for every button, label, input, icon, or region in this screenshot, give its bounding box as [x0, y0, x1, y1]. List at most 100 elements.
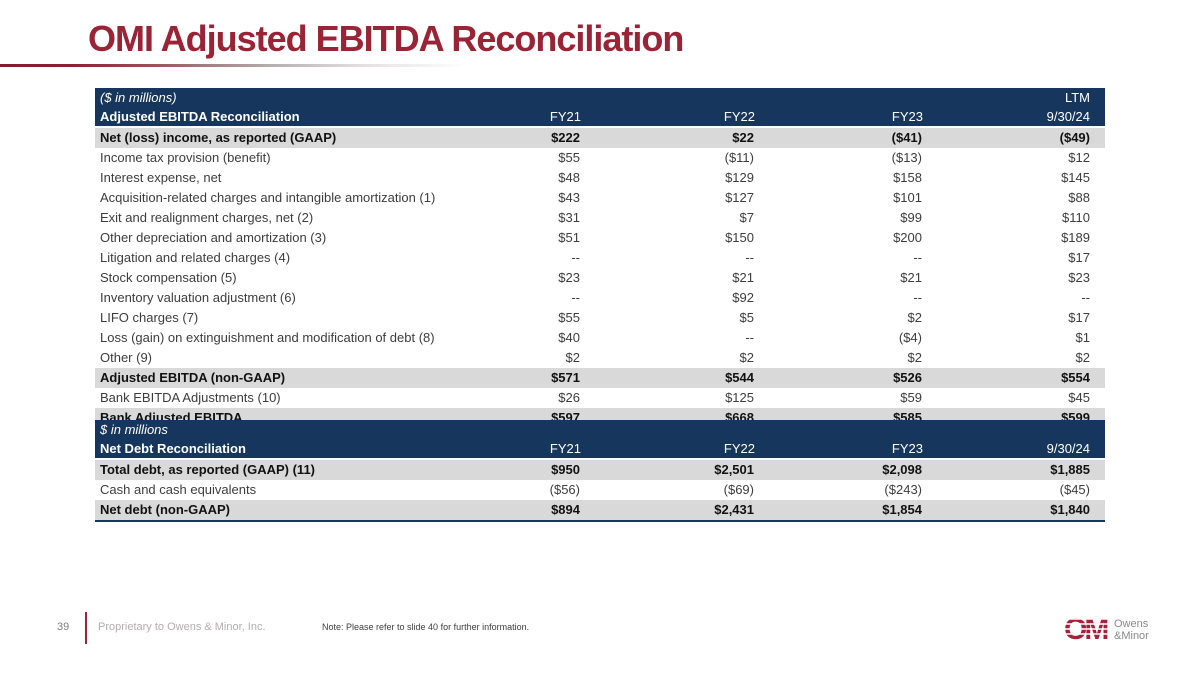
table-row: Acquisition-related charges and intangib…	[95, 188, 1105, 208]
cell-value: $894	[435, 500, 581, 521]
cell-value: $150	[725, 230, 754, 245]
logo-stripes	[1064, 618, 1112, 635]
row-label: Income tax provision (benefit)	[100, 150, 271, 165]
cell-value: $2	[907, 350, 922, 365]
table-row: Loss (gain) on extinguishment and modifi…	[95, 328, 1105, 348]
cell-value: $5	[739, 310, 754, 325]
cell-value: $26	[558, 390, 580, 405]
table-title: Net Debt Reconciliation	[95, 439, 435, 460]
cell-value: ($45)	[1059, 482, 1090, 497]
cell-value: --	[745, 330, 754, 345]
cell-value: $145	[1061, 170, 1090, 185]
cell-value: ($56)	[549, 482, 580, 497]
table-row: Other depreciation and amortization (3) $…	[95, 228, 1105, 248]
table-row: LIFO charges (7) $55 $5 $2 $17	[95, 308, 1105, 328]
col-header: FY23	[755, 107, 923, 128]
row-label: LIFO charges (7)	[100, 310, 199, 325]
table-row: Other (9) $2 $2 $2 $2	[95, 348, 1105, 368]
col-header: FY23	[755, 439, 923, 460]
col-header: FY22	[581, 439, 755, 460]
cell-value: $43	[558, 190, 580, 205]
col-header-line1	[755, 420, 923, 439]
cell-value: $40	[558, 330, 580, 345]
table-row: Litigation and related charges (4) -- -- --…	[95, 248, 1105, 268]
net-debt-table: $ in millions Net Debt Reconciliation FY21…	[95, 420, 1105, 522]
cell-value: ($13)	[891, 150, 922, 165]
cell-value: ($69)	[723, 482, 754, 497]
cell-value: $158	[893, 170, 922, 185]
cell-value: $2,501	[581, 459, 755, 480]
col-header: 9/30/24	[923, 439, 1105, 460]
table-row: Exit and realignment charges, net (2) $31…	[95, 208, 1105, 228]
cell-value: $2	[739, 350, 754, 365]
table-header-row-2: Net Debt Reconciliation FY21 FY22 FY23 9/30/…	[95, 439, 1105, 460]
table-row: Inventory valuation adjustment (6) -- $92 -…	[95, 288, 1105, 308]
col-header-line1	[581, 88, 755, 107]
row-label: Interest expense, net	[100, 170, 222, 185]
col-header-line1: LTM	[923, 88, 1105, 107]
row-label: Inventory valuation adjustment (6)	[100, 290, 296, 305]
row-label: Total debt, as reported (GAAP) (11)	[95, 459, 435, 480]
table-row: Net debt (non-GAAP) $894 $2,431 $1,854 $1,84…	[95, 500, 1105, 521]
col-header: FY21	[435, 107, 581, 128]
cell-value: $2,098	[755, 459, 923, 480]
cell-value: $526	[755, 368, 923, 388]
cell-value: $554	[923, 368, 1105, 388]
cell-value: $12	[1068, 150, 1090, 165]
cell-value: ($4)	[898, 330, 922, 345]
cell-value: $189	[1061, 230, 1090, 245]
proprietary-text: Proprietary to Owens & Minor, Inc.	[98, 621, 266, 633]
table-row: Adjusted EBITDA (non-GAAP) $571 $544 $526 $5…	[95, 368, 1105, 388]
table-row: Total debt, as reported (GAAP) (11) $950 $…	[95, 459, 1105, 480]
cell-value: $2	[1075, 350, 1090, 365]
cell-value: ($243)	[884, 482, 922, 497]
cell-value: --	[913, 250, 922, 265]
units-label: $ in millions	[95, 420, 435, 439]
cell-value: --	[745, 250, 754, 265]
col-header-line1	[435, 88, 581, 107]
cell-value: --	[571, 250, 580, 265]
cell-value: $2,431	[581, 500, 755, 521]
row-label: Other depreciation and amortization (3)	[100, 230, 327, 245]
cell-value: $1,840	[923, 500, 1105, 521]
cell-value: $2	[907, 310, 922, 325]
footer-divider	[85, 612, 87, 644]
logo-name-line1: Owens	[1114, 618, 1149, 630]
table-row: Interest expense, net $48 $129 $158 $145	[95, 168, 1105, 188]
cell-value: $59	[900, 390, 922, 405]
cell-value: $129	[725, 170, 754, 185]
cell-value: --	[1081, 290, 1090, 305]
cell-value: $17	[1068, 250, 1090, 265]
table-header-row-1: $ in millions	[95, 420, 1105, 439]
row-label: Stock compensation (5)	[100, 270, 237, 285]
row-label: Loss (gain) on extinguishment and modifi…	[100, 330, 435, 345]
page-title: OMI Adjusted EBITDA Reconciliation	[88, 18, 684, 59]
cell-value: $1	[1075, 330, 1090, 345]
cell-value: $544	[581, 368, 755, 388]
cell-value: $55	[558, 310, 580, 325]
table-header-row-2: Adjusted EBITDA Reconciliation FY21 FY22 FY…	[95, 107, 1105, 128]
table-header-row-1: ($ in millions) LTM	[95, 88, 1105, 107]
cell-value: $45	[1068, 390, 1090, 405]
cell-value: ($41)	[755, 127, 923, 148]
cell-value: $950	[435, 459, 581, 480]
row-label: Acquisition-related charges and intangib…	[100, 190, 436, 205]
cell-value: $22	[581, 127, 755, 148]
row-label: Net debt (non-GAAP)	[95, 500, 435, 521]
cell-value: $571	[435, 368, 581, 388]
col-header: FY21	[435, 439, 581, 460]
table-row: Cash and cash equivalents ($56) ($69) ($243…	[95, 480, 1105, 500]
table-row: Income tax provision (benefit) $55 ($11) ($…	[95, 148, 1105, 168]
row-label: Adjusted EBITDA (non-GAAP)	[95, 368, 435, 388]
cell-value: $92	[732, 290, 754, 305]
col-header-line1	[435, 420, 581, 439]
row-label: Other (9)	[100, 350, 153, 365]
cell-value: $21	[900, 270, 922, 285]
cell-value: --	[571, 290, 580, 305]
row-label: Litigation and related charges (4)	[100, 250, 291, 265]
cell-value: $110	[1062, 210, 1090, 225]
adjusted-ebitda-table: ($ in millions) LTM Adjusted EBITDA Reconc…	[95, 88, 1105, 428]
table-row: Stock compensation (5) $23 $21 $21 $23	[95, 268, 1105, 288]
cell-value: $101	[893, 190, 922, 205]
